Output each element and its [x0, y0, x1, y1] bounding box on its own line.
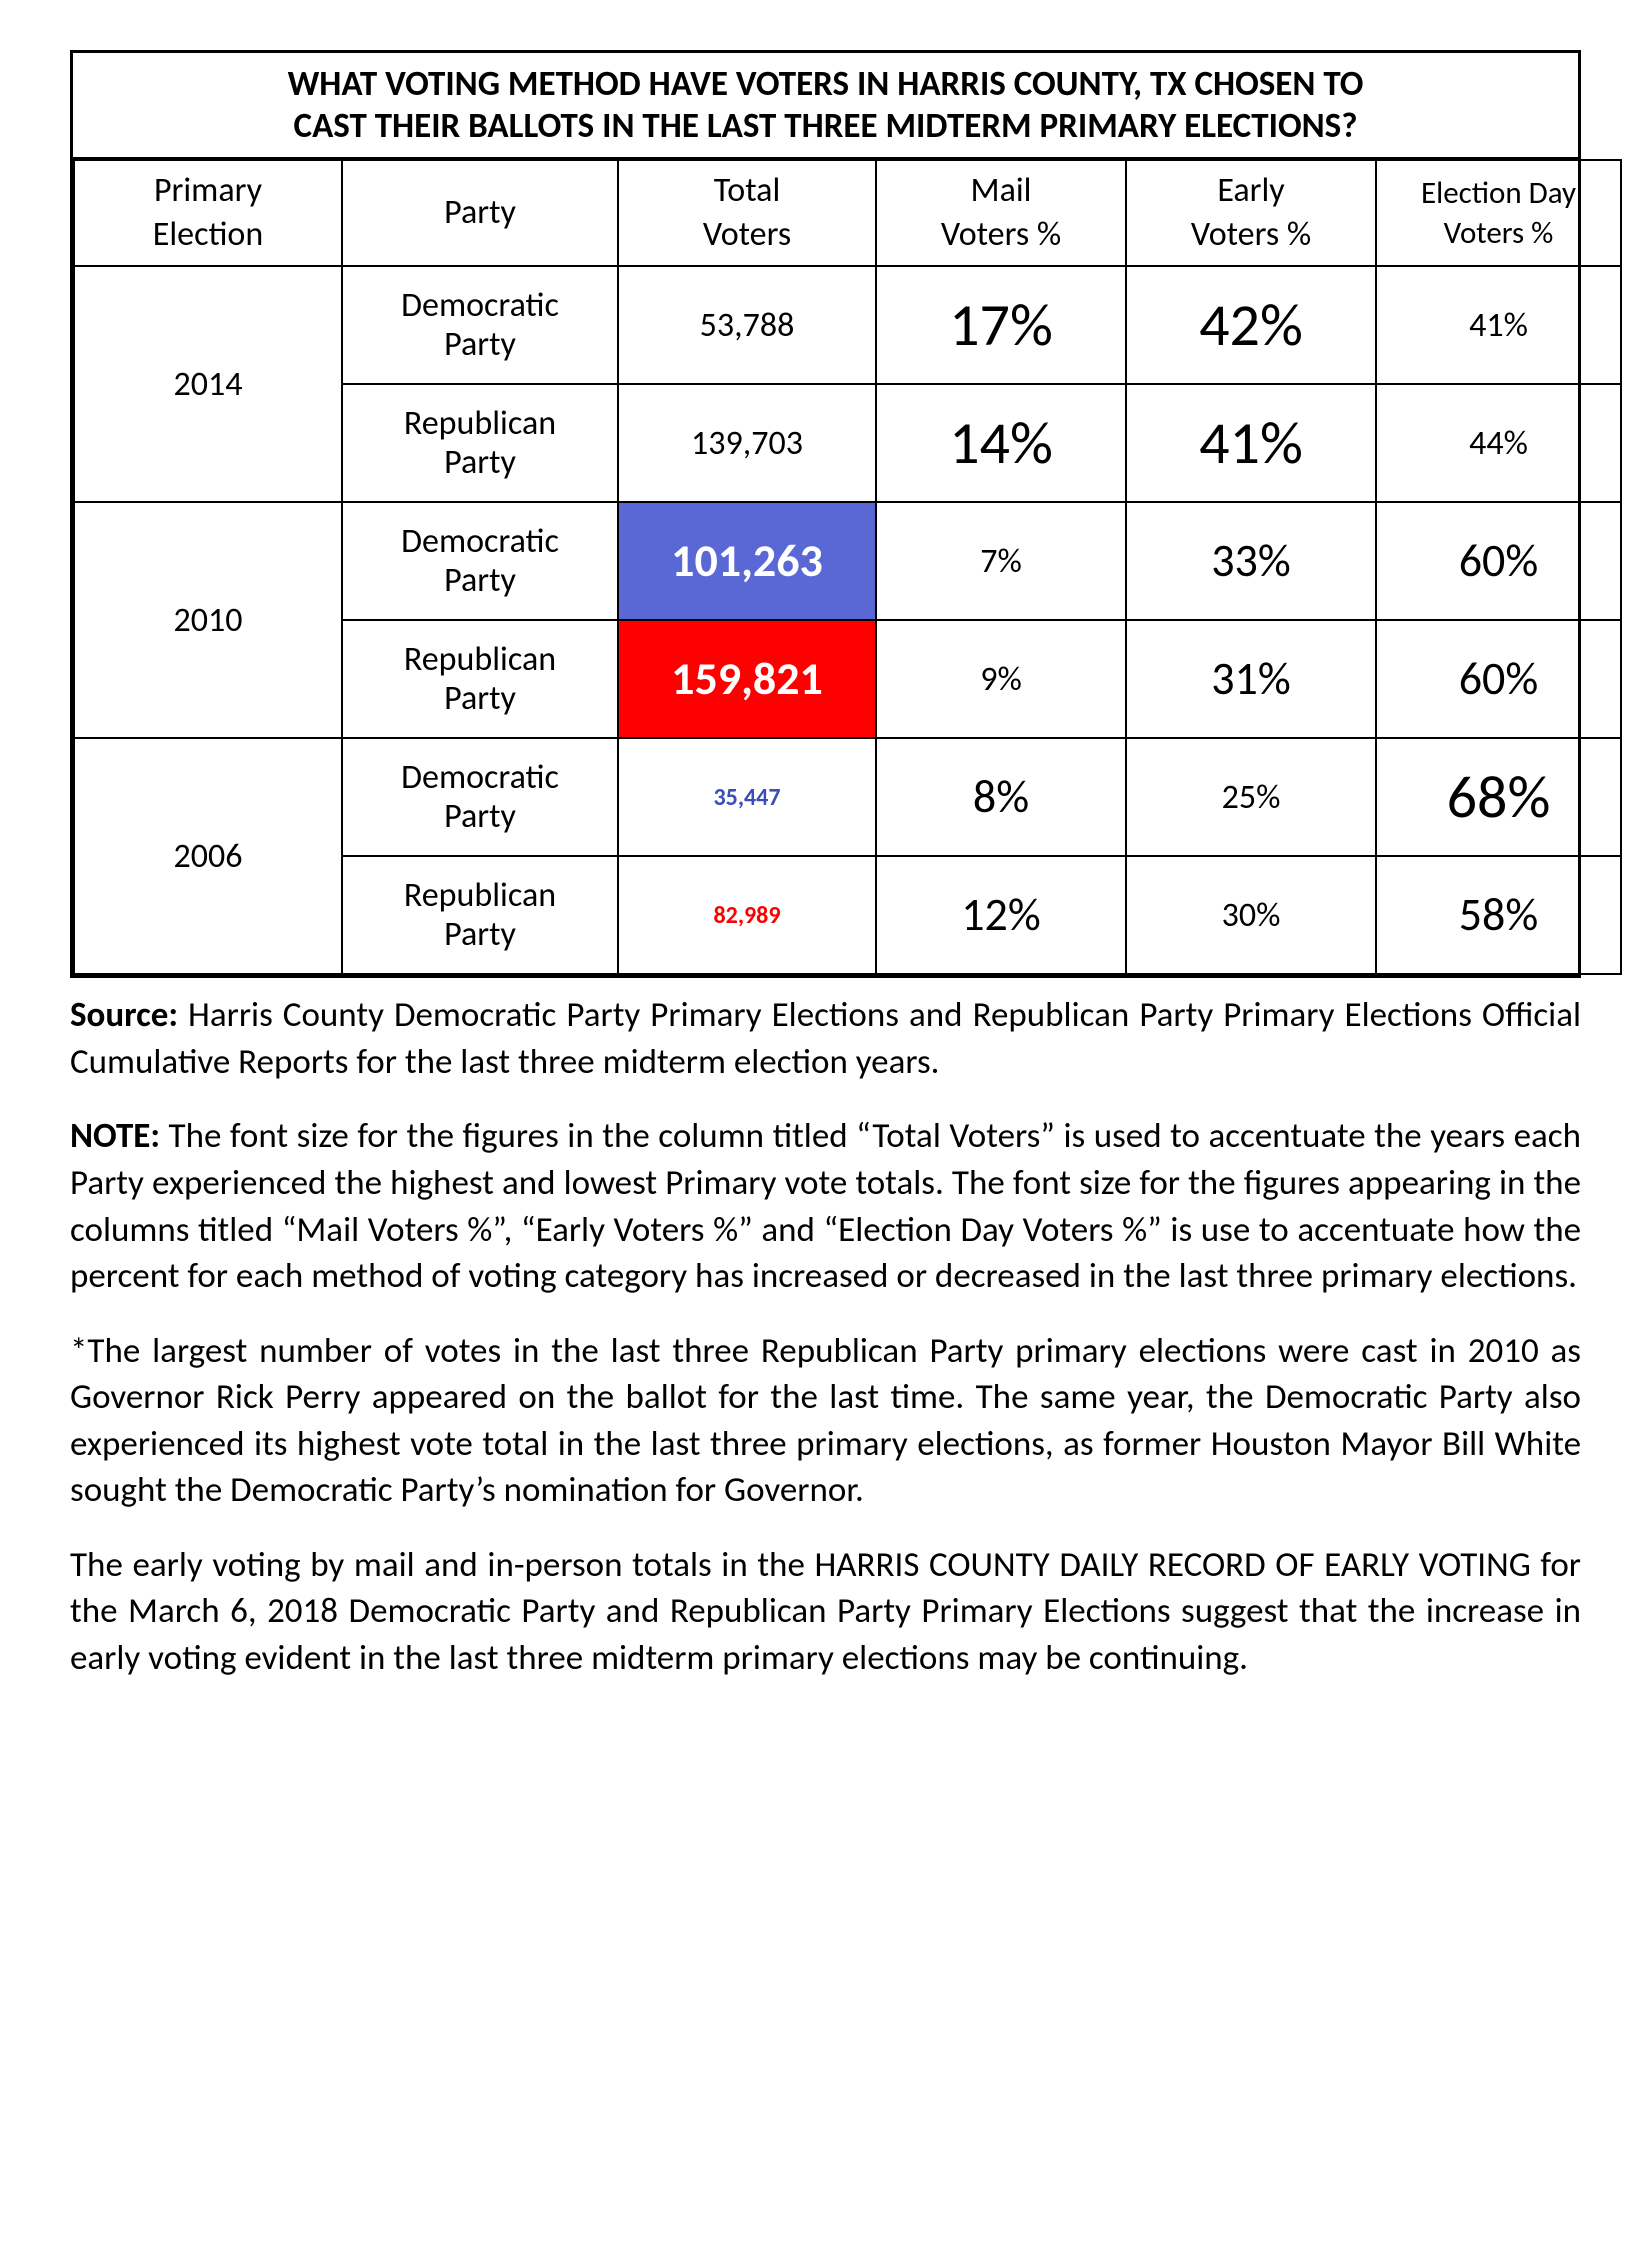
mail-pct-cell: 14%: [876, 384, 1126, 502]
table-row: 2014DemocraticParty53,78817%42%41%: [74, 266, 1621, 384]
party-cell: RepublicanParty: [342, 856, 618, 974]
note-text: The font size for the figures in the col…: [70, 1115, 1581, 1297]
year-cell: 2014: [74, 266, 342, 502]
election-day-pct-cell: 41%: [1376, 266, 1621, 384]
document-page: WHAT VOTING METHOD HAVE VOTERS IN HARRIS…: [0, 0, 1651, 1731]
election-day-pct-cell: 58%: [1376, 856, 1621, 974]
early-pct-cell: 42%: [1126, 266, 1376, 384]
party-cell: DemocraticParty: [342, 502, 618, 620]
source-text: Harris County Democratic Party Primary E…: [70, 994, 1581, 1083]
col-mail-voters: Mail Voters %: [876, 160, 1126, 266]
mail-pct-cell: 12%: [876, 856, 1126, 974]
table-title: WHAT VOTING METHOD HAVE VOTERS IN HARRIS…: [73, 53, 1578, 159]
early-pct-cell: 33%: [1126, 502, 1376, 620]
asterisk-paragraph: *The largest number of votes in the last…: [70, 1328, 1581, 1514]
col-total-voters: Total Voters: [618, 160, 876, 266]
header-row: Primary Election Party Total Voters Mail…: [74, 160, 1621, 266]
early-pct-cell: 25%: [1126, 738, 1376, 856]
early-pct-cell: 41%: [1126, 384, 1376, 502]
col-early-voters: Early Voters %: [1126, 160, 1376, 266]
title-line-1: WHAT VOTING METHOD HAVE VOTERS IN HARRIS…: [113, 63, 1538, 105]
mail-pct-cell: 8%: [876, 738, 1126, 856]
total-voters-cell: 82,989: [618, 856, 876, 974]
footer-paragraph: The early voting by mail and in-person t…: [70, 1542, 1581, 1682]
table-row: 2010DemocraticParty101,2637%33%60%: [74, 502, 1621, 620]
early-pct-cell: 30%: [1126, 856, 1376, 974]
party-cell: RepublicanParty: [342, 620, 618, 738]
notes-section: Source: Harris County Democratic Party P…: [70, 992, 1581, 1681]
note-paragraph: NOTE: The font size for the figures in t…: [70, 1113, 1581, 1299]
total-voters-cell: 53,788: [618, 266, 876, 384]
table-container: WHAT VOTING METHOD HAVE VOTERS IN HARRIS…: [70, 50, 1581, 978]
source-label: Source:: [70, 994, 178, 1036]
col-election-day-voters: Election Day Voters %: [1376, 160, 1621, 266]
mail-pct-cell: 7%: [876, 502, 1126, 620]
total-voters-cell: 139,703: [618, 384, 876, 502]
early-pct-cell: 31%: [1126, 620, 1376, 738]
mail-pct-cell: 17%: [876, 266, 1126, 384]
party-cell: RepublicanParty: [342, 384, 618, 502]
total-voters-cell: 159,821: [618, 620, 876, 738]
table-row: 2006DemocraticParty35,4478%25%68%: [74, 738, 1621, 856]
col-party: Party: [342, 160, 618, 266]
total-voters-cell: 35,447: [618, 738, 876, 856]
title-line-2: CAST THEIR BALLOTS IN THE LAST THREE MID…: [113, 105, 1538, 147]
party-cell: DemocraticParty: [342, 266, 618, 384]
note-label: NOTE:: [70, 1115, 160, 1157]
year-cell: 2006: [74, 738, 342, 974]
election-day-pct-cell: 44%: [1376, 384, 1621, 502]
source-paragraph: Source: Harris County Democratic Party P…: [70, 992, 1581, 1085]
total-voters-cell: 101,263: [618, 502, 876, 620]
party-cell: DemocraticParty: [342, 738, 618, 856]
voting-table: Primary Election Party Total Voters Mail…: [73, 159, 1622, 975]
mail-pct-cell: 9%: [876, 620, 1126, 738]
election-day-pct-cell: 68%: [1376, 738, 1621, 856]
year-cell: 2010: [74, 502, 342, 738]
election-day-pct-cell: 60%: [1376, 620, 1621, 738]
col-primary-election: Primary Election: [74, 160, 342, 266]
election-day-pct-cell: 60%: [1376, 502, 1621, 620]
